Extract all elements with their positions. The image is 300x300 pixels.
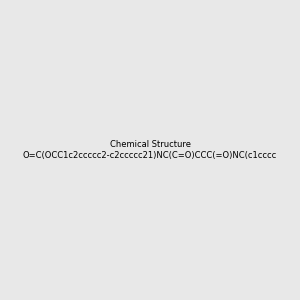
Text: Chemical Structure
O=C(OCC1c2ccccc2-c2ccccc21)NC(C=O)CCC(=O)NC(c1cccc: Chemical Structure O=C(OCC1c2ccccc2-c2cc… bbox=[23, 140, 277, 160]
